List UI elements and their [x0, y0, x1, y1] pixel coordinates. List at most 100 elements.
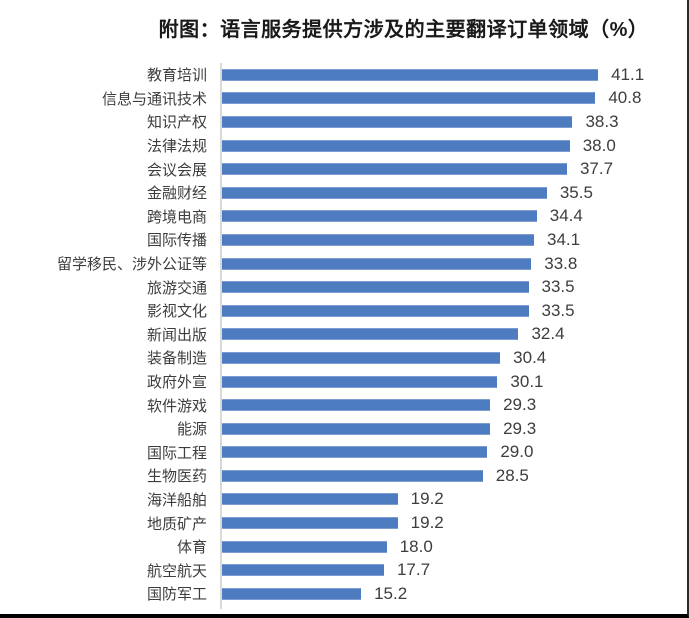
bar-row: 知识产权 38.3 [0, 110, 687, 134]
bar [222, 422, 491, 435]
bar [222, 92, 596, 105]
category-label: 航空航天 [146, 562, 207, 580]
value-label: 40.8 [608, 88, 642, 108]
bar-row: 政府外宣 30.1 [0, 370, 687, 394]
bar-row: 金融财经 35.5 [0, 181, 687, 205]
category-label: 装备制造 [146, 350, 207, 368]
bar [222, 281, 529, 294]
bar [222, 399, 491, 412]
bar-row: 能源 29.3 [0, 417, 687, 441]
bar-row: 体育 18.0 [0, 535, 687, 559]
category-label: 地质矿产 [146, 515, 207, 533]
category-label: 国防军工 [146, 586, 207, 604]
bar [222, 233, 534, 246]
bar-row: 留学移民、涉外公证等 33.8 [0, 252, 687, 276]
category-label: 海洋船舶 [146, 491, 207, 509]
bar-row: 影视文化 33.5 [0, 299, 687, 323]
category-label: 旅游交通 [146, 279, 207, 297]
bar-row: 航空航天 17.7 [0, 558, 687, 582]
bar-track: 30.4 [214, 346, 546, 370]
bar-track: 29.0 [214, 441, 533, 465]
category-label: 教育培训 [146, 67, 207, 85]
category-label: 政府外宣 [146, 374, 207, 392]
bar [222, 469, 483, 482]
value-label: 30.4 [513, 347, 547, 367]
category-label: 跨境电商 [146, 208, 207, 226]
bar [222, 493, 398, 506]
bar-track: 30.1 [214, 370, 544, 394]
bar-row: 国际工程 29.0 [0, 441, 687, 465]
value-label: 29.3 [503, 395, 537, 415]
bar [222, 139, 570, 152]
bar-track: 38.0 [214, 134, 616, 158]
bar-track: 41.1 [214, 63, 644, 87]
value-label: 17.7 [396, 560, 431, 580]
bar [222, 564, 384, 577]
plot-area: 教育培训 41.1 信息与通讯技术 40.8 知识产权 38.3 法律法规 38.0 会议会展 3… [0, 63, 687, 609]
bar-row: 信息与通讯技术 40.8 [0, 87, 687, 111]
category-label: 新闻出版 [146, 326, 207, 344]
value-label: 32.4 [531, 324, 565, 344]
bar-row: 生物医药 28.5 [0, 464, 687, 488]
bar-row: 跨境电商 34.4 [0, 205, 687, 229]
bar-row: 会议会展 37.7 [0, 157, 687, 181]
bar [222, 210, 537, 223]
value-label: 33.5 [541, 277, 575, 297]
bar-track: 35.5 [214, 181, 593, 205]
value-label: 19.2 [410, 513, 444, 533]
bar [222, 328, 519, 341]
bar-row: 国际传播 34.1 [0, 228, 687, 252]
bar [222, 540, 387, 553]
bar-track: 17.7 [214, 558, 430, 582]
category-label: 国际传播 [146, 232, 207, 250]
value-label: 34.4 [549, 206, 583, 226]
bar-row: 新闻出版 32.4 [0, 323, 687, 347]
value-label: 29.3 [503, 418, 537, 438]
category-label: 软件游戏 [146, 397, 207, 415]
bar [222, 115, 573, 128]
bar-track: 37.7 [214, 157, 613, 181]
bar-track: 32.4 [214, 323, 565, 347]
category-label: 金融财经 [146, 185, 207, 203]
value-label: 34.1 [547, 229, 581, 249]
bar-row: 教育培训 41.1 [0, 63, 687, 87]
value-label: 35.5 [559, 182, 593, 202]
value-label: 33.5 [541, 300, 575, 320]
category-label: 生物医药 [146, 468, 207, 486]
category-label: 法律法规 [146, 138, 207, 156]
value-label: 38.3 [585, 111, 619, 131]
bar-track: 34.1 [214, 228, 580, 252]
y-axis-line [220, 63, 222, 609]
value-label: 29.0 [500, 442, 534, 462]
category-label: 能源 [176, 421, 207, 439]
value-label: 15.2 [374, 583, 408, 603]
bar [222, 587, 362, 600]
bar-track: 33.8 [214, 252, 577, 276]
bar [222, 163, 567, 176]
category-label: 体育 [176, 539, 207, 557]
bar-track: 38.3 [214, 110, 619, 134]
bar [222, 446, 488, 459]
bar-row: 海洋船舶 19.2 [0, 488, 687, 512]
category-label: 会议会展 [146, 161, 207, 179]
chart-title: 附图：语言服务提供方涉及的主要翻译订单领域（%） [158, 19, 649, 41]
category-label: 知识产权 [146, 114, 207, 132]
bar [222, 304, 529, 317]
category-label: 影视文化 [146, 303, 207, 321]
value-label: 38.0 [582, 135, 616, 155]
bar [222, 351, 501, 364]
category-label: 留学移民、涉外公证等 [56, 256, 207, 274]
bar [222, 186, 547, 199]
bar-row: 装备制造 30.4 [0, 346, 687, 370]
bar [222, 517, 398, 530]
bar-row: 国防军工 15.2 [0, 582, 687, 606]
bar-row: 旅游交通 33.5 [0, 275, 687, 299]
value-label: 41.1 [611, 64, 645, 84]
value-label: 30.1 [510, 371, 544, 391]
value-label: 37.7 [579, 159, 614, 179]
value-label: 28.5 [495, 465, 529, 485]
bar [222, 257, 532, 270]
bar-track: 18.0 [214, 535, 433, 559]
value-label: 18.0 [399, 536, 433, 556]
